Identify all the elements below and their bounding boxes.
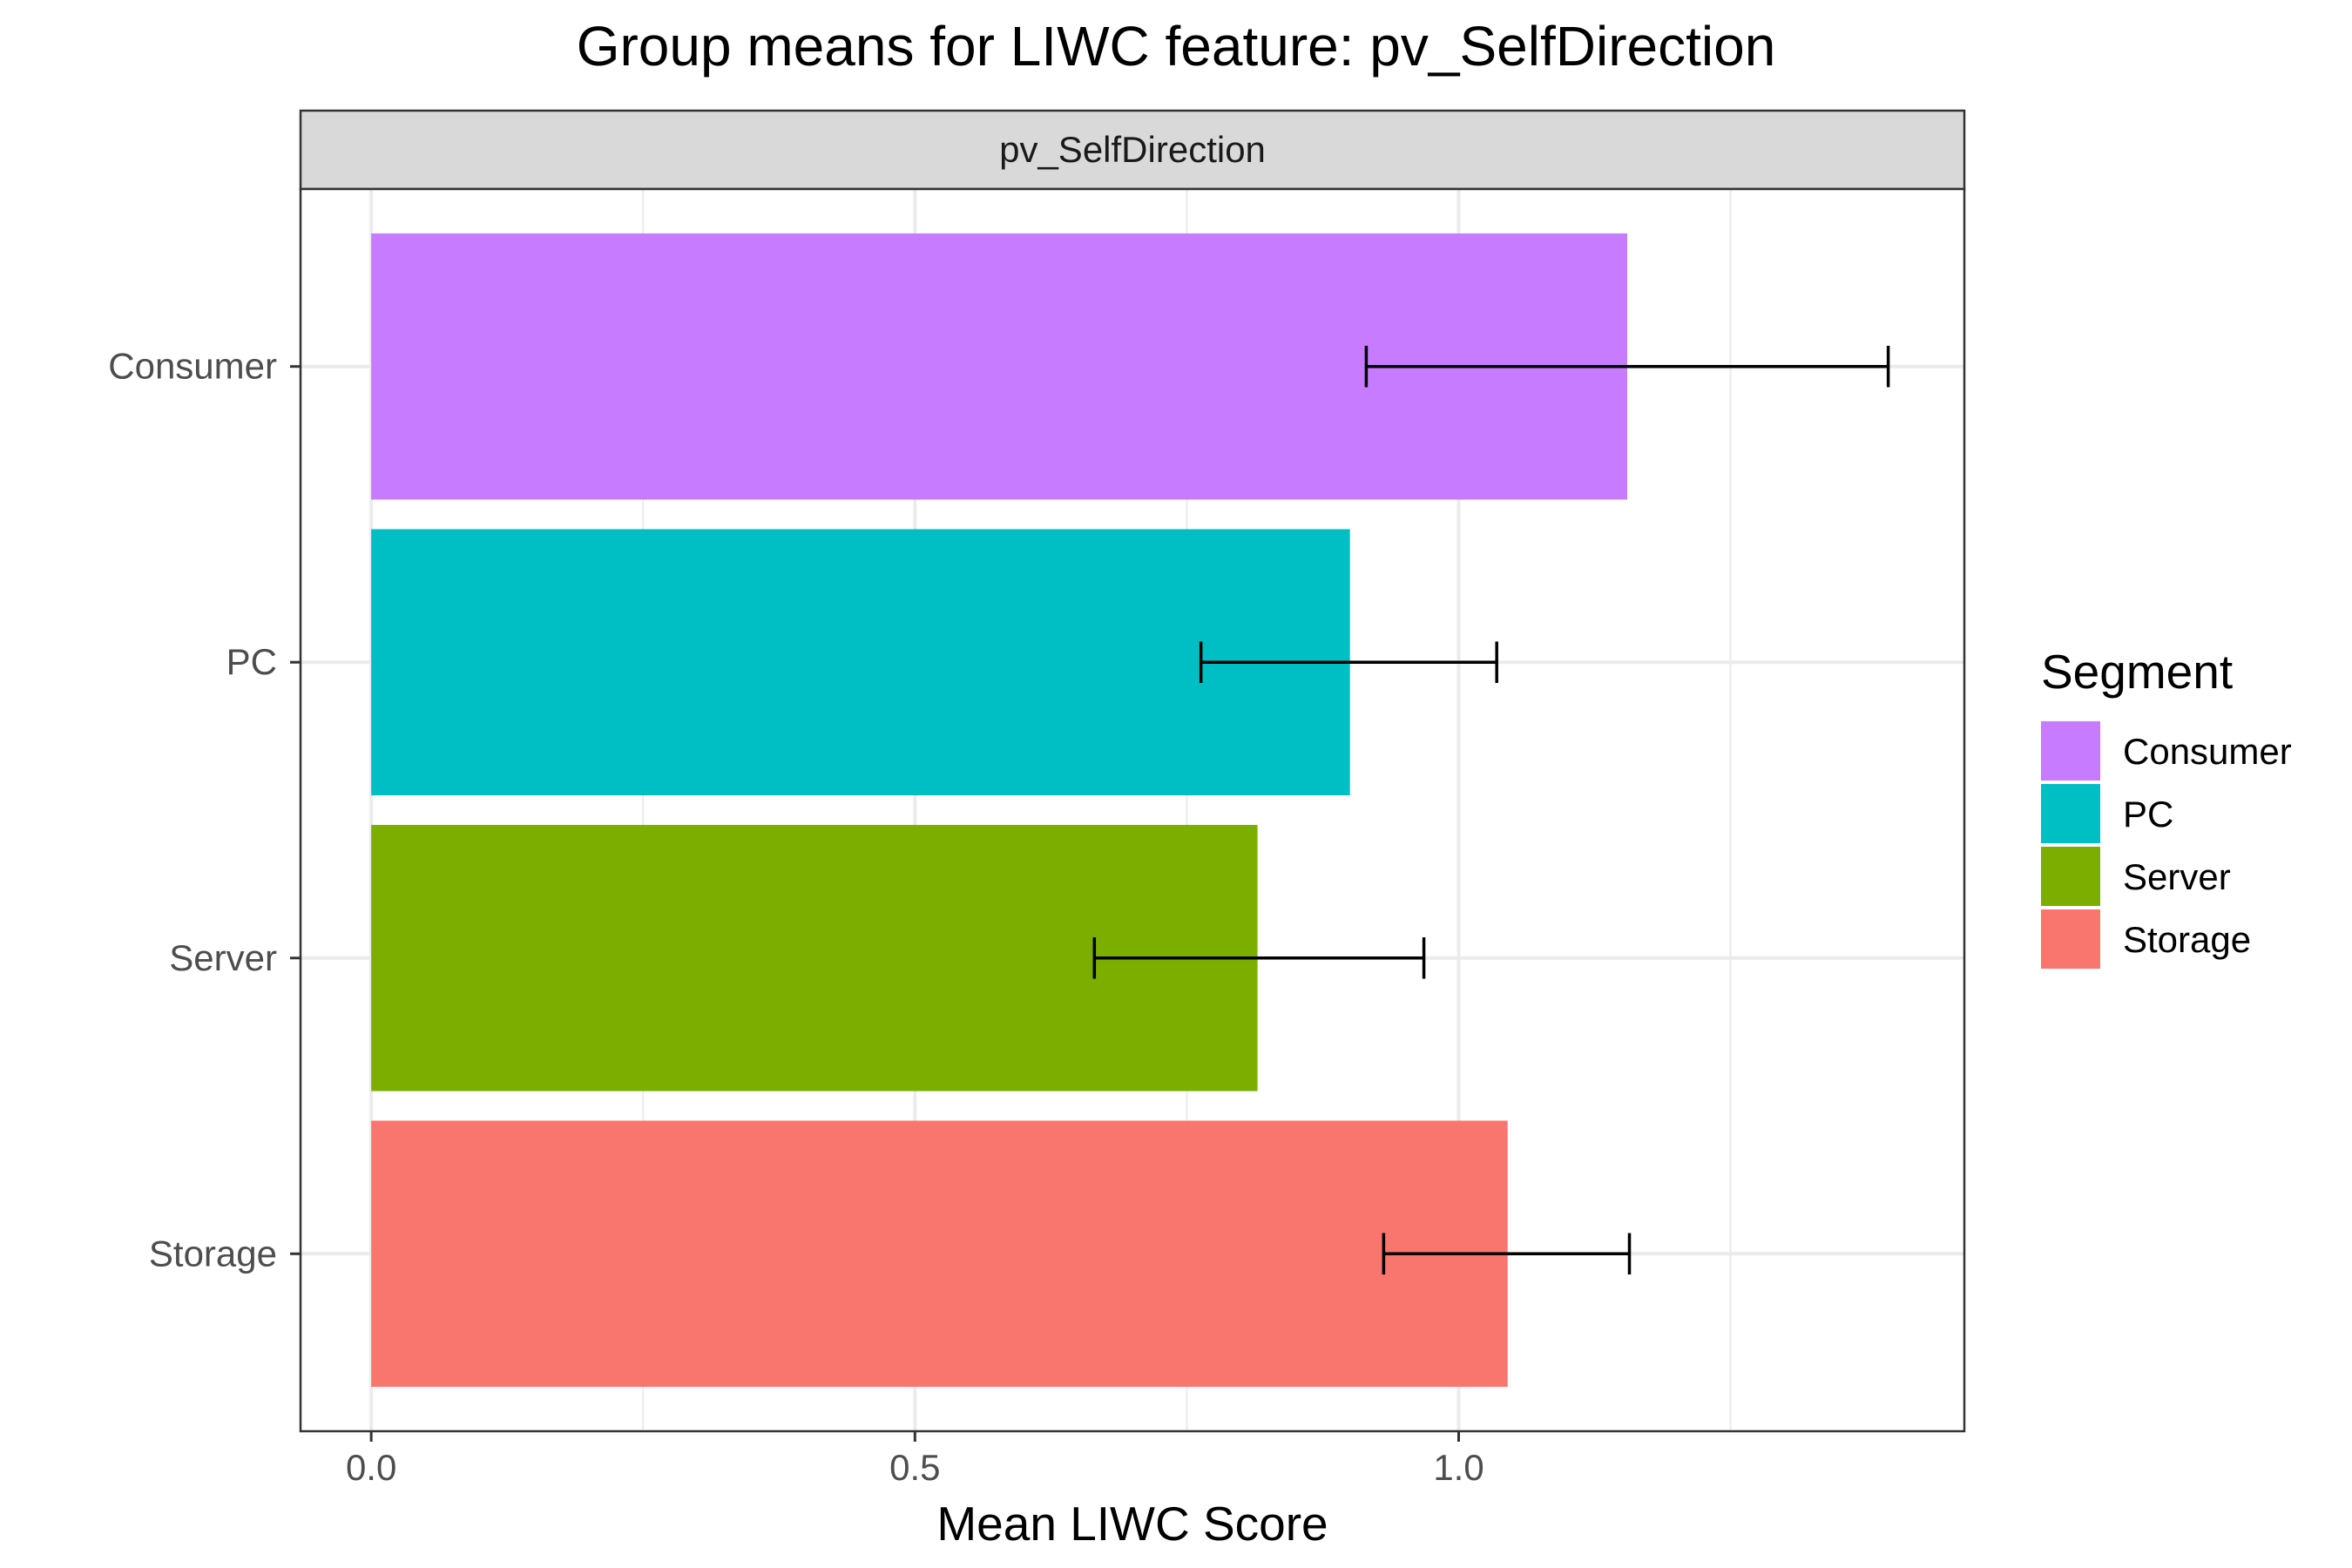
error-bar-consumer	[1364, 345, 1890, 388]
chart-title: Group means for LIWC feature: pv_SelfDir…	[577, 15, 1776, 78]
legend-label: Server	[2123, 856, 2231, 897]
x-tick-label: 0.5	[889, 1447, 940, 1488]
legend: Consumer PC Server Storage	[2041, 721, 2292, 969]
x-tick-label: 0.0	[346, 1447, 396, 1488]
legend-key	[2041, 909, 2100, 969]
x-tick-label: 1.0	[1433, 1447, 1484, 1488]
error-bar-server	[1092, 936, 1426, 979]
error-bar-pc	[1199, 641, 1498, 684]
bar-pc	[371, 529, 1350, 796]
y-tick-label: Consumer	[108, 346, 277, 387]
legend-item-storage: Storage	[2041, 909, 2251, 969]
legend-item-pc: PC	[2041, 784, 2173, 843]
legend-key	[2041, 784, 2100, 843]
y-axis: Consumer PC Server Storage	[108, 346, 301, 1274]
legend-title: Segment	[2041, 645, 2233, 699]
legend-key	[2041, 847, 2100, 906]
bars	[371, 233, 1628, 1388]
facet-strip	[299, 109, 1966, 191]
x-axis: 0.0 0.5 1.0	[346, 1431, 1484, 1488]
bar-storage	[371, 1120, 1508, 1388]
y-tick-label: Storage	[149, 1233, 277, 1274]
y-tick-label: Server	[169, 937, 277, 978]
plot-panel-border	[299, 187, 1966, 1433]
error-bar-storage	[1382, 1233, 1632, 1275]
legend-item-server: Server	[2041, 847, 2231, 906]
legend-item-consumer: Consumer	[2041, 721, 2292, 781]
legend-label: Consumer	[2123, 731, 2292, 772]
error-bars	[1092, 345, 1890, 1275]
legend-label: Storage	[2123, 919, 2251, 960]
x-axis-title: Mean LIWC Score	[936, 1497, 1328, 1551]
y-tick-label: PC	[226, 641, 277, 682]
facet-strip-label: pv_SelfDirection	[999, 129, 1266, 170]
legend-label: PC	[2123, 794, 2173, 835]
legend-key	[2041, 721, 2100, 781]
